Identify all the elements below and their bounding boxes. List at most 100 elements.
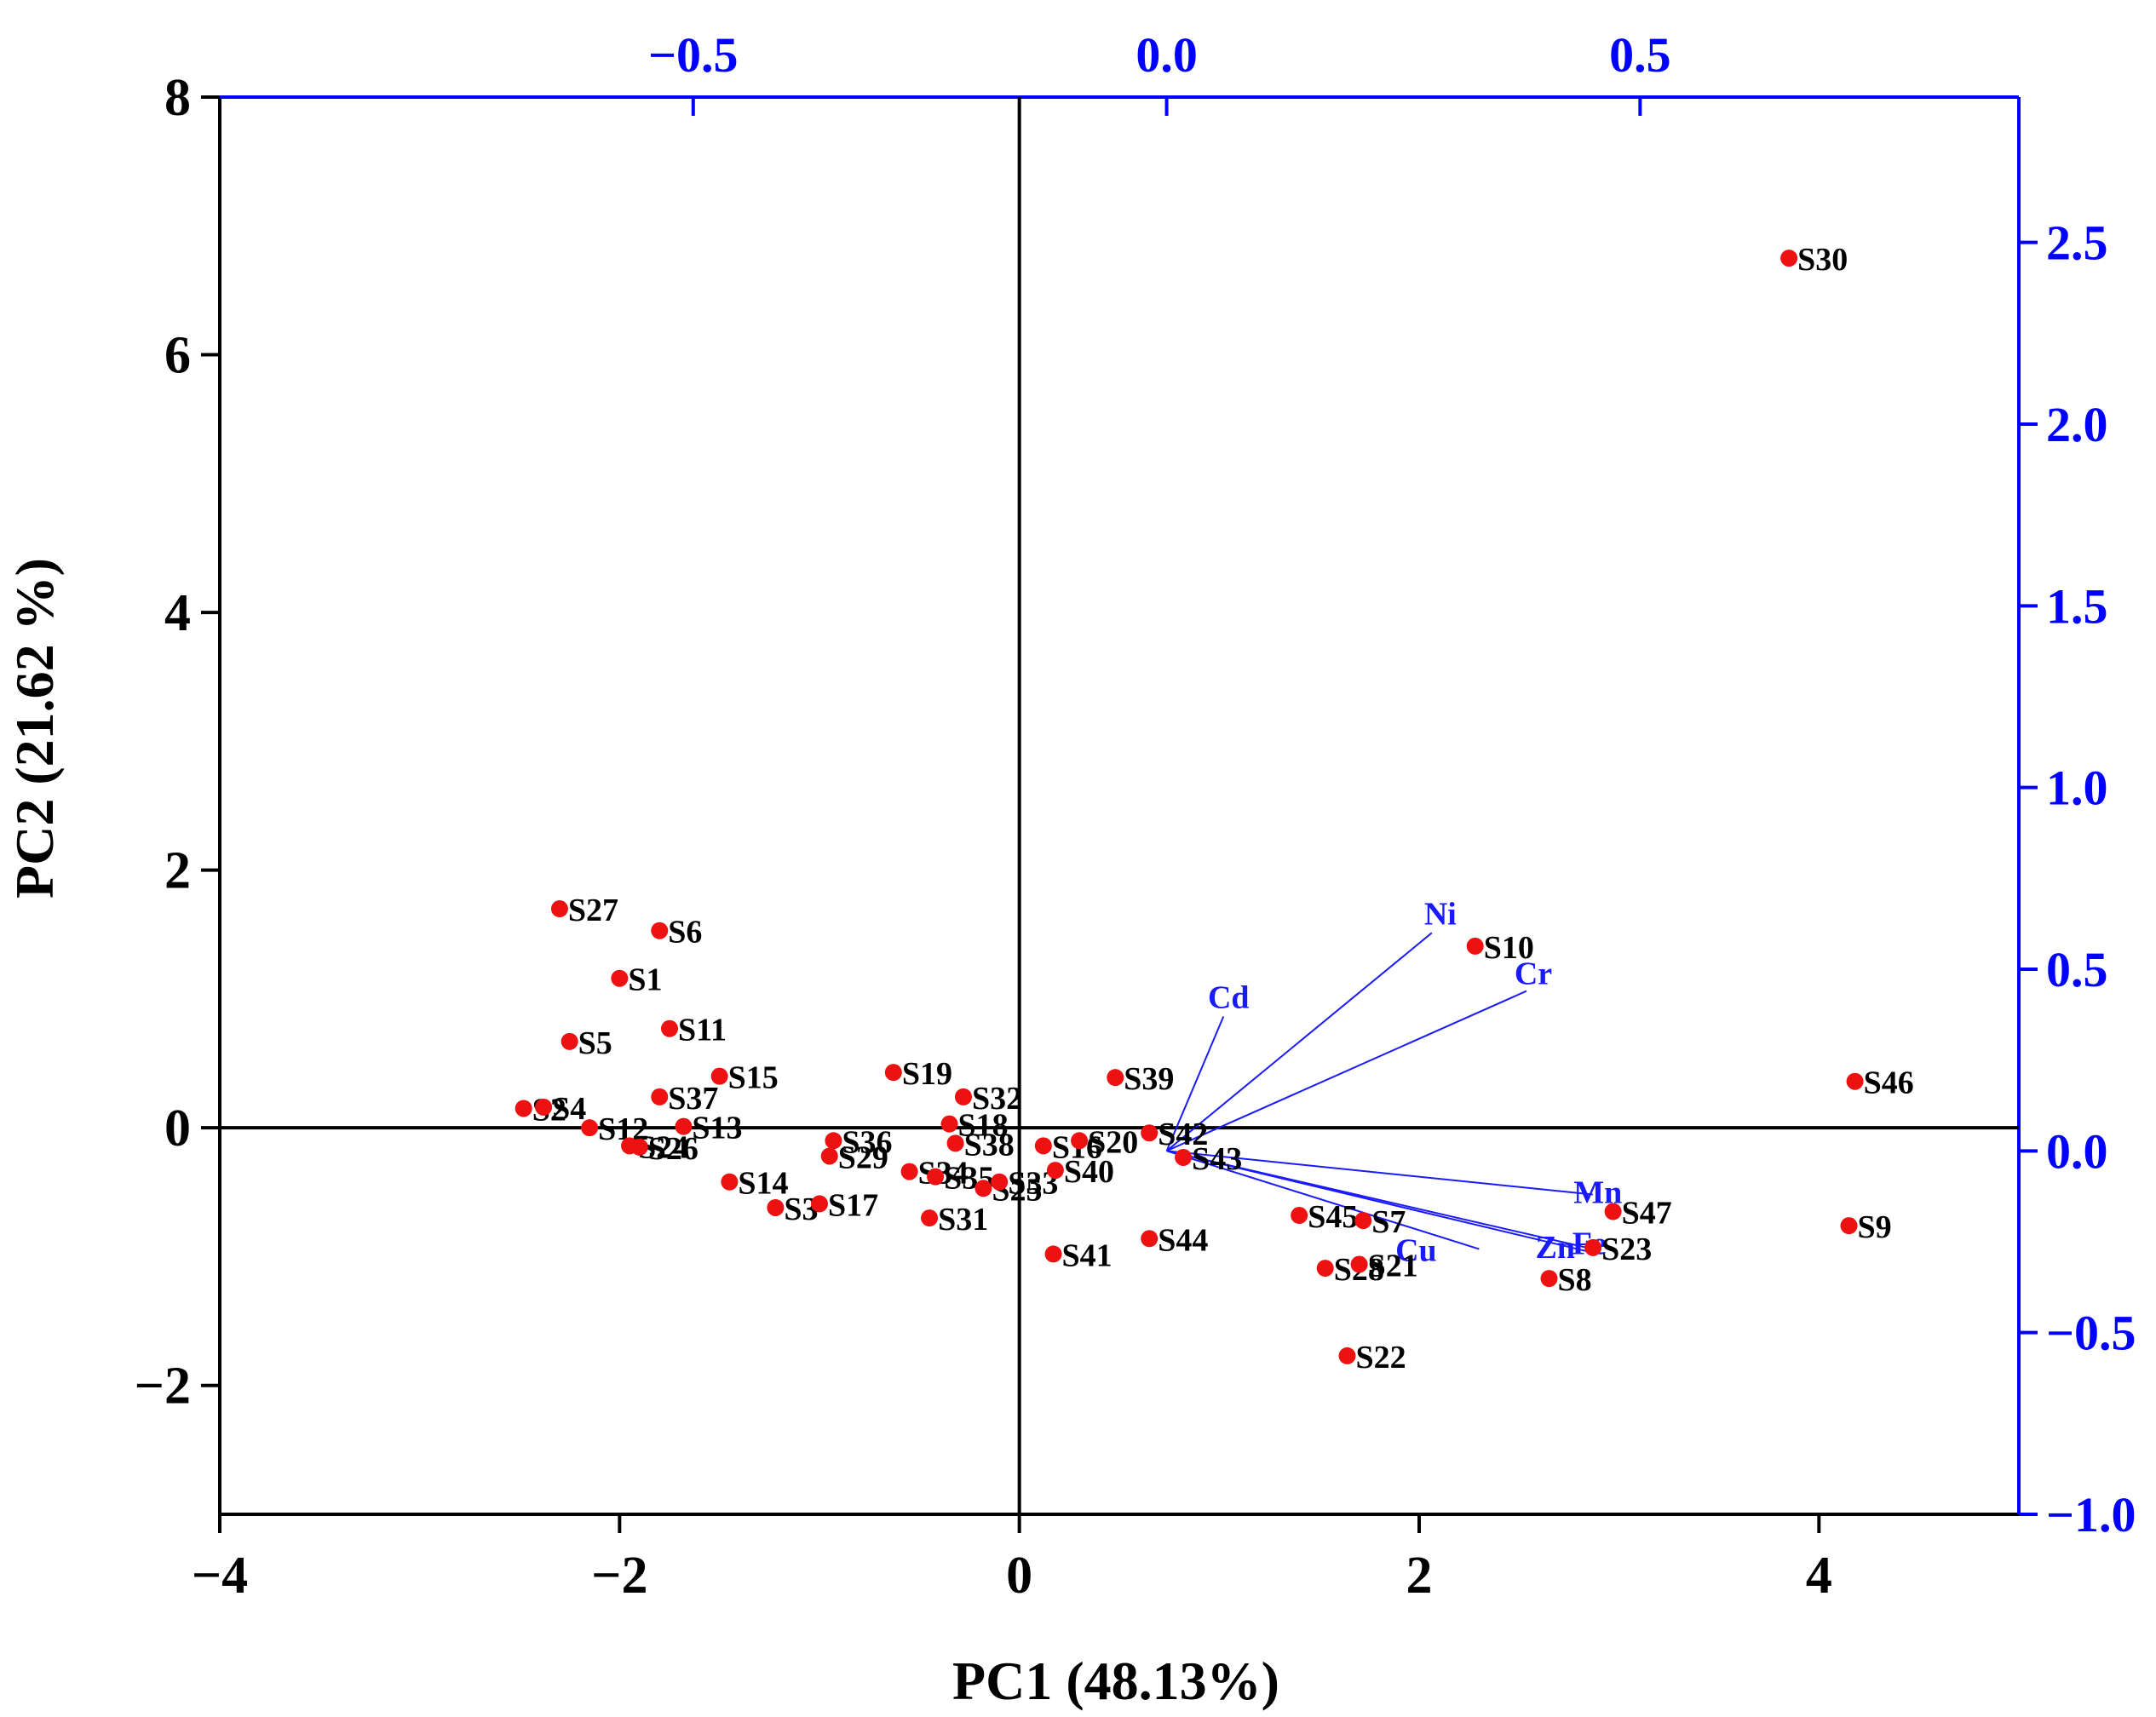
loading-label-cu: Cu [1395, 1233, 1437, 1269]
score-label-s46: S46 [1864, 1065, 1914, 1101]
score-point-s42 [1141, 1124, 1158, 1142]
score-point-s40 [1046, 1162, 1064, 1180]
score-point-s33 [991, 1173, 1009, 1191]
score-point-s29 [820, 1147, 838, 1165]
score-point-s9 [1840, 1217, 1858, 1235]
score-label-s39: S39 [1124, 1061, 1174, 1097]
score-label-s1: S1 [628, 962, 662, 998]
score-point-s36 [825, 1132, 842, 1150]
score-points: S30S27S6S1S11S5S15S37S2S4S12S24S26S13S14… [515, 242, 1914, 1375]
score-point-s7 [1354, 1212, 1372, 1230]
loading-vector-cu [1166, 1150, 1480, 1250]
y-tick-label: −2 [135, 1358, 191, 1416]
score-label-s42: S42 [1158, 1117, 1208, 1152]
loading-label-ni: Ni [1424, 896, 1457, 932]
loading-vector-ni [1165, 932, 1433, 1152]
x-axis-title: PC1 (48.13%) [952, 1651, 1279, 1711]
score-label-s18: S18 [958, 1108, 1009, 1144]
score-point-s32 [954, 1088, 972, 1105]
score-point-s23 [1584, 1238, 1602, 1256]
score-point-s18 [940, 1115, 958, 1133]
score-label-s20: S20 [1088, 1124, 1138, 1160]
score-point-s27 [550, 900, 568, 918]
score-label-s10: S10 [1484, 930, 1534, 966]
top-x-tick-label: −0.5 [648, 27, 739, 83]
score-point-s26 [630, 1138, 648, 1156]
right-y-tick-label: 1.5 [2046, 578, 2108, 634]
score-point-s17 [811, 1195, 828, 1213]
score-label-s11: S11 [678, 1013, 727, 1048]
score-point-s37 [651, 1088, 669, 1105]
score-label-s32: S32 [972, 1081, 1022, 1117]
score-label-s14: S14 [738, 1166, 788, 1202]
top-x-tick-label: 0.0 [1135, 27, 1198, 83]
score-point-s45 [1291, 1207, 1308, 1225]
score-label-s5: S5 [578, 1025, 612, 1061]
score-point-s46 [1846, 1072, 1864, 1090]
score-label-s45: S45 [1308, 1199, 1358, 1235]
score-label-s37: S37 [668, 1081, 718, 1117]
score-label-s27: S27 [568, 893, 618, 928]
score-point-s41 [1044, 1245, 1062, 1263]
score-point-s19 [884, 1064, 902, 1082]
x-tick-label: 4 [1806, 1547, 1832, 1605]
score-point-s38 [946, 1134, 964, 1152]
score-point-s13 [675, 1117, 693, 1135]
loading-vector-cr [1166, 990, 1527, 1152]
loading-vector-mn [1166, 1150, 1593, 1196]
y-tick-label: 0 [164, 1100, 191, 1157]
score-point-s28 [1316, 1260, 1334, 1278]
score-point-s25 [975, 1180, 992, 1197]
loading-label-cd: Cd [1208, 979, 1250, 1015]
score-label-s31: S31 [938, 1202, 988, 1238]
right-y-tick-label: 0.5 [2046, 942, 2108, 997]
score-point-s34 [900, 1163, 918, 1180]
score-label-s17: S17 [828, 1187, 878, 1223]
score-point-s47 [1604, 1203, 1622, 1220]
score-point-s44 [1141, 1230, 1158, 1248]
score-point-s20 [1071, 1132, 1089, 1150]
y-tick-label: 4 [164, 584, 191, 642]
score-label-s38: S38 [964, 1127, 1015, 1163]
score-label-s22: S22 [1356, 1340, 1406, 1375]
axis-ticks: −4 −2 0 2 4 −2 0 2 4 6 8 −0.5 0.0 0.5 −1.0 −0.5 0.0 0.5 1.… [135, 27, 2136, 1605]
loading-vector-cd [1165, 1016, 1225, 1151]
y-tick-label: 6 [164, 327, 191, 385]
score-label-s40: S40 [1064, 1154, 1114, 1190]
score-label-s7: S7 [1371, 1204, 1406, 1240]
score-point-s4 [535, 1098, 553, 1116]
score-label-s8: S8 [1558, 1262, 1592, 1298]
score-point-s22 [1338, 1347, 1356, 1364]
score-point-s8 [1540, 1270, 1558, 1288]
x-tick-label: −4 [192, 1547, 248, 1605]
score-point-s2 [515, 1100, 532, 1117]
y-tick-label: 2 [164, 842, 191, 900]
score-point-s5 [561, 1032, 578, 1050]
x-tick-label: 2 [1406, 1547, 1433, 1605]
score-label-s13: S13 [692, 1111, 742, 1146]
right-y-tick-label: 1.0 [2046, 761, 2108, 816]
score-label-s21: S21 [1368, 1249, 1418, 1284]
score-point-s11 [661, 1019, 678, 1037]
score-label-s15: S15 [728, 1060, 779, 1096]
score-point-s6 [651, 922, 669, 939]
score-label-s43: S43 [1192, 1141, 1242, 1177]
score-label-s36: S36 [842, 1124, 892, 1160]
score-label-s47: S47 [1622, 1196, 1672, 1232]
score-point-s1 [611, 969, 629, 987]
score-point-s43 [1175, 1148, 1193, 1166]
score-label-s4: S4 [552, 1091, 586, 1127]
right-y-tick-label: 2.5 [2046, 215, 2108, 271]
score-label-s3: S3 [784, 1192, 818, 1227]
top-x-tick-label: 0.5 [1609, 27, 1671, 83]
right-y-tick-label: −0.5 [2046, 1306, 2136, 1361]
score-label-s30: S30 [1797, 242, 1848, 278]
score-label-s9: S9 [1858, 1209, 1892, 1245]
score-point-s35 [927, 1168, 945, 1186]
score-point-s30 [1780, 250, 1798, 267]
right-y-tick-label: 0.0 [2046, 1123, 2108, 1179]
score-point-s3 [767, 1198, 785, 1216]
plot-frame [218, 95, 2021, 1516]
x-tick-label: 0 [1006, 1547, 1032, 1605]
